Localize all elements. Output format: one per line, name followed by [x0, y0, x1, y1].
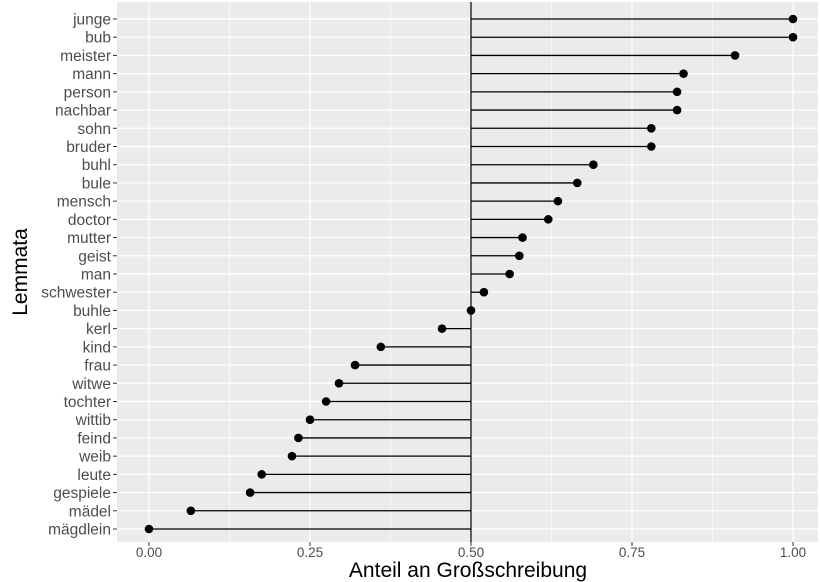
point-mädel: [186, 506, 196, 516]
y-tick-label-buhl: buhl: [82, 157, 111, 174]
point-man: [505, 269, 514, 279]
y-tick-label-sohn: sohn: [77, 121, 111, 138]
y-tick-label-mensch: mensch: [57, 194, 111, 211]
point-doctor: [543, 215, 553, 224]
point-mägdlein: [144, 524, 154, 534]
point-junge: [788, 14, 798, 24]
point-mann: [679, 69, 688, 78]
y-tick-label-mutter: mutter: [67, 230, 111, 247]
point-bruder: [647, 142, 656, 151]
y-tick-label-wittib: wittib: [75, 412, 111, 429]
plot-panel: [117, 2, 818, 542]
y-tick-label-frau: frau: [84, 358, 111, 375]
point-weib: [287, 451, 297, 461]
point-sohn: [647, 123, 656, 133]
y-tick-label-bruder: bruder: [66, 139, 111, 156]
y-tick-label-bub: bub: [85, 30, 111, 47]
point-feind: [294, 433, 303, 443]
y-tick-label-weib: weib: [78, 449, 111, 466]
y-tick-label-witwe: witwe: [71, 376, 111, 393]
y-tick-label-doctor: doctor: [68, 212, 111, 229]
y-tick-label-person: person: [64, 84, 111, 101]
y-tick-label-kind: kind: [83, 339, 111, 356]
y-tick-label-junge: junge: [72, 12, 111, 29]
x-axis-title: Anteil an Großschreibung: [349, 559, 587, 582]
x-tick-labels: 0.00 0.25 0.50 0.75 1.00: [136, 542, 806, 560]
y-tick-label-gespiele: gespiele: [53, 485, 111, 502]
y-tick-label-kerl: kerl: [86, 321, 111, 338]
y-tick-label-man: man: [81, 267, 111, 284]
y-tick-label-geist: geist: [78, 248, 111, 265]
y-tick-label-tochter: tochter: [64, 394, 111, 411]
y-tick-label-buhle: buhle: [73, 303, 111, 320]
point-mutter: [518, 233, 527, 242]
y-tick-label-meister: meister: [60, 48, 111, 65]
point-wittib: [305, 415, 315, 425]
y-tick-label-mägdlein: mägdlein: [48, 522, 111, 539]
y-tick-label-schwester: schwester: [41, 285, 111, 302]
point-nachbar: [672, 105, 682, 115]
y-tick-label-bule: bule: [82, 175, 111, 192]
y-tick-label-feind: feind: [77, 430, 111, 447]
x-tick-label: 0.00: [136, 545, 162, 560]
x-tick-label: 0.25: [297, 545, 323, 560]
y-tick-label-leute: leute: [77, 467, 111, 484]
point-bule: [572, 178, 582, 188]
y-tick-label-nachbar: nachbar: [55, 103, 111, 120]
point-buhl: [589, 160, 598, 170]
point-gespiele: [245, 488, 255, 497]
x-tick-label: 0.75: [619, 545, 645, 560]
y-tick-label-mädel: mädel: [69, 503, 111, 520]
point-schwester: [479, 287, 489, 297]
point-kerl: [437, 324, 447, 333]
point-buhle: [466, 306, 476, 315]
point-geist: [515, 251, 524, 261]
point-witwe: [334, 378, 344, 388]
point-leute: [257, 470, 267, 479]
lollipop-marks: [144, 14, 798, 534]
point-bub: [788, 32, 798, 42]
y-axis-title: Lemmata: [9, 228, 32, 316]
x-tick-label: 1.00: [780, 545, 806, 560]
point-mensch: [553, 196, 563, 206]
point-frau: [350, 360, 360, 370]
point-meister: [730, 51, 740, 60]
point-person: [672, 87, 682, 97]
point-kind: [376, 342, 386, 352]
grid-lines: [117, 2, 818, 542]
y-tick-label-mann: mann: [72, 66, 111, 83]
x-tick-label: 0.50: [458, 545, 484, 560]
point-tochter: [321, 397, 331, 406]
